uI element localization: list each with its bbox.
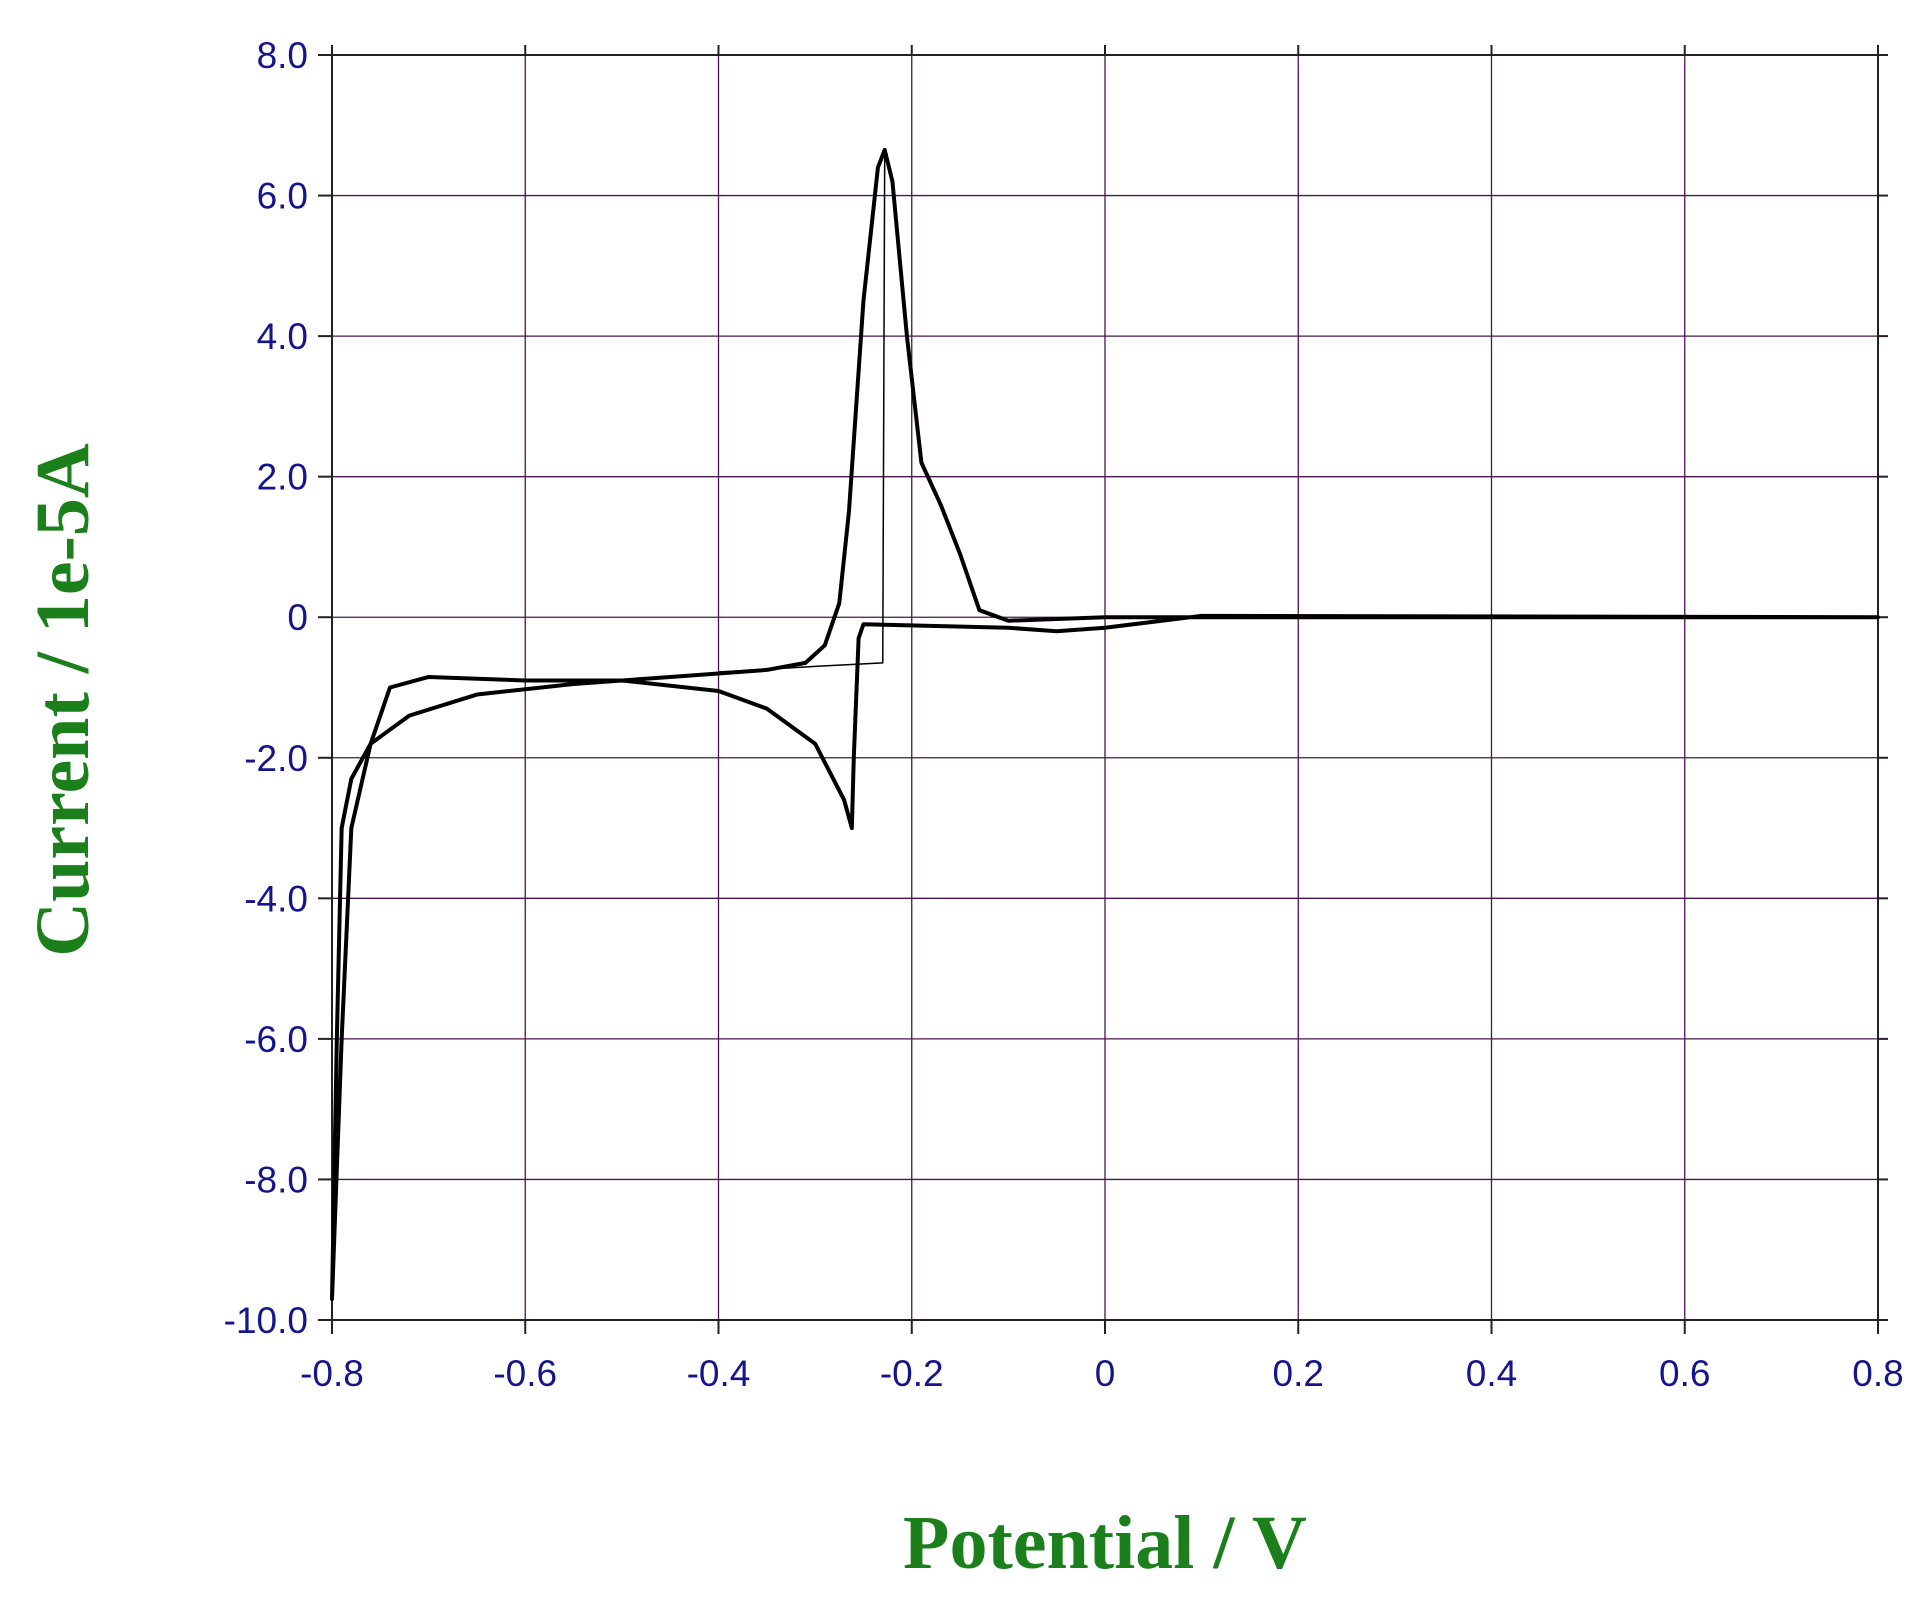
x-tick-label: 0.6 <box>1659 1353 1710 1394</box>
x-tick-label: 0.4 <box>1466 1353 1517 1394</box>
x-axis-title: Potential / V <box>903 1501 1307 1585</box>
y-tick-label: -10.0 <box>224 1300 308 1341</box>
x-tick-label: 0.8 <box>1852 1353 1903 1394</box>
x-tick-label: -0.4 <box>687 1353 751 1394</box>
y-tick-label: 6.0 <box>257 176 308 217</box>
x-tick-label: -0.8 <box>300 1353 364 1394</box>
y-tick-label: 2.0 <box>257 457 308 498</box>
y-axis-title: Current / 1e-5A <box>21 443 105 957</box>
data-line <box>330 147 1880 1301</box>
y-tick-label: -4.0 <box>244 878 308 919</box>
x-tick-label: 0 <box>1095 1353 1116 1394</box>
x-tick-label: -0.2 <box>880 1353 944 1394</box>
data-line <box>717 152 886 673</box>
x-tick-label: -0.6 <box>493 1353 557 1394</box>
y-tick-label: -6.0 <box>244 1019 308 1060</box>
y-tick-label: -8.0 <box>244 1159 308 1200</box>
x-tick-label: 0.2 <box>1273 1353 1324 1394</box>
y-tick-label: -2.0 <box>244 738 308 779</box>
y-tick-label: 0 <box>287 597 308 638</box>
y-tick-label: 8.0 <box>257 35 308 76</box>
y-tick-label: 4.0 <box>257 316 308 357</box>
plot-frame <box>331 54 1879 1321</box>
